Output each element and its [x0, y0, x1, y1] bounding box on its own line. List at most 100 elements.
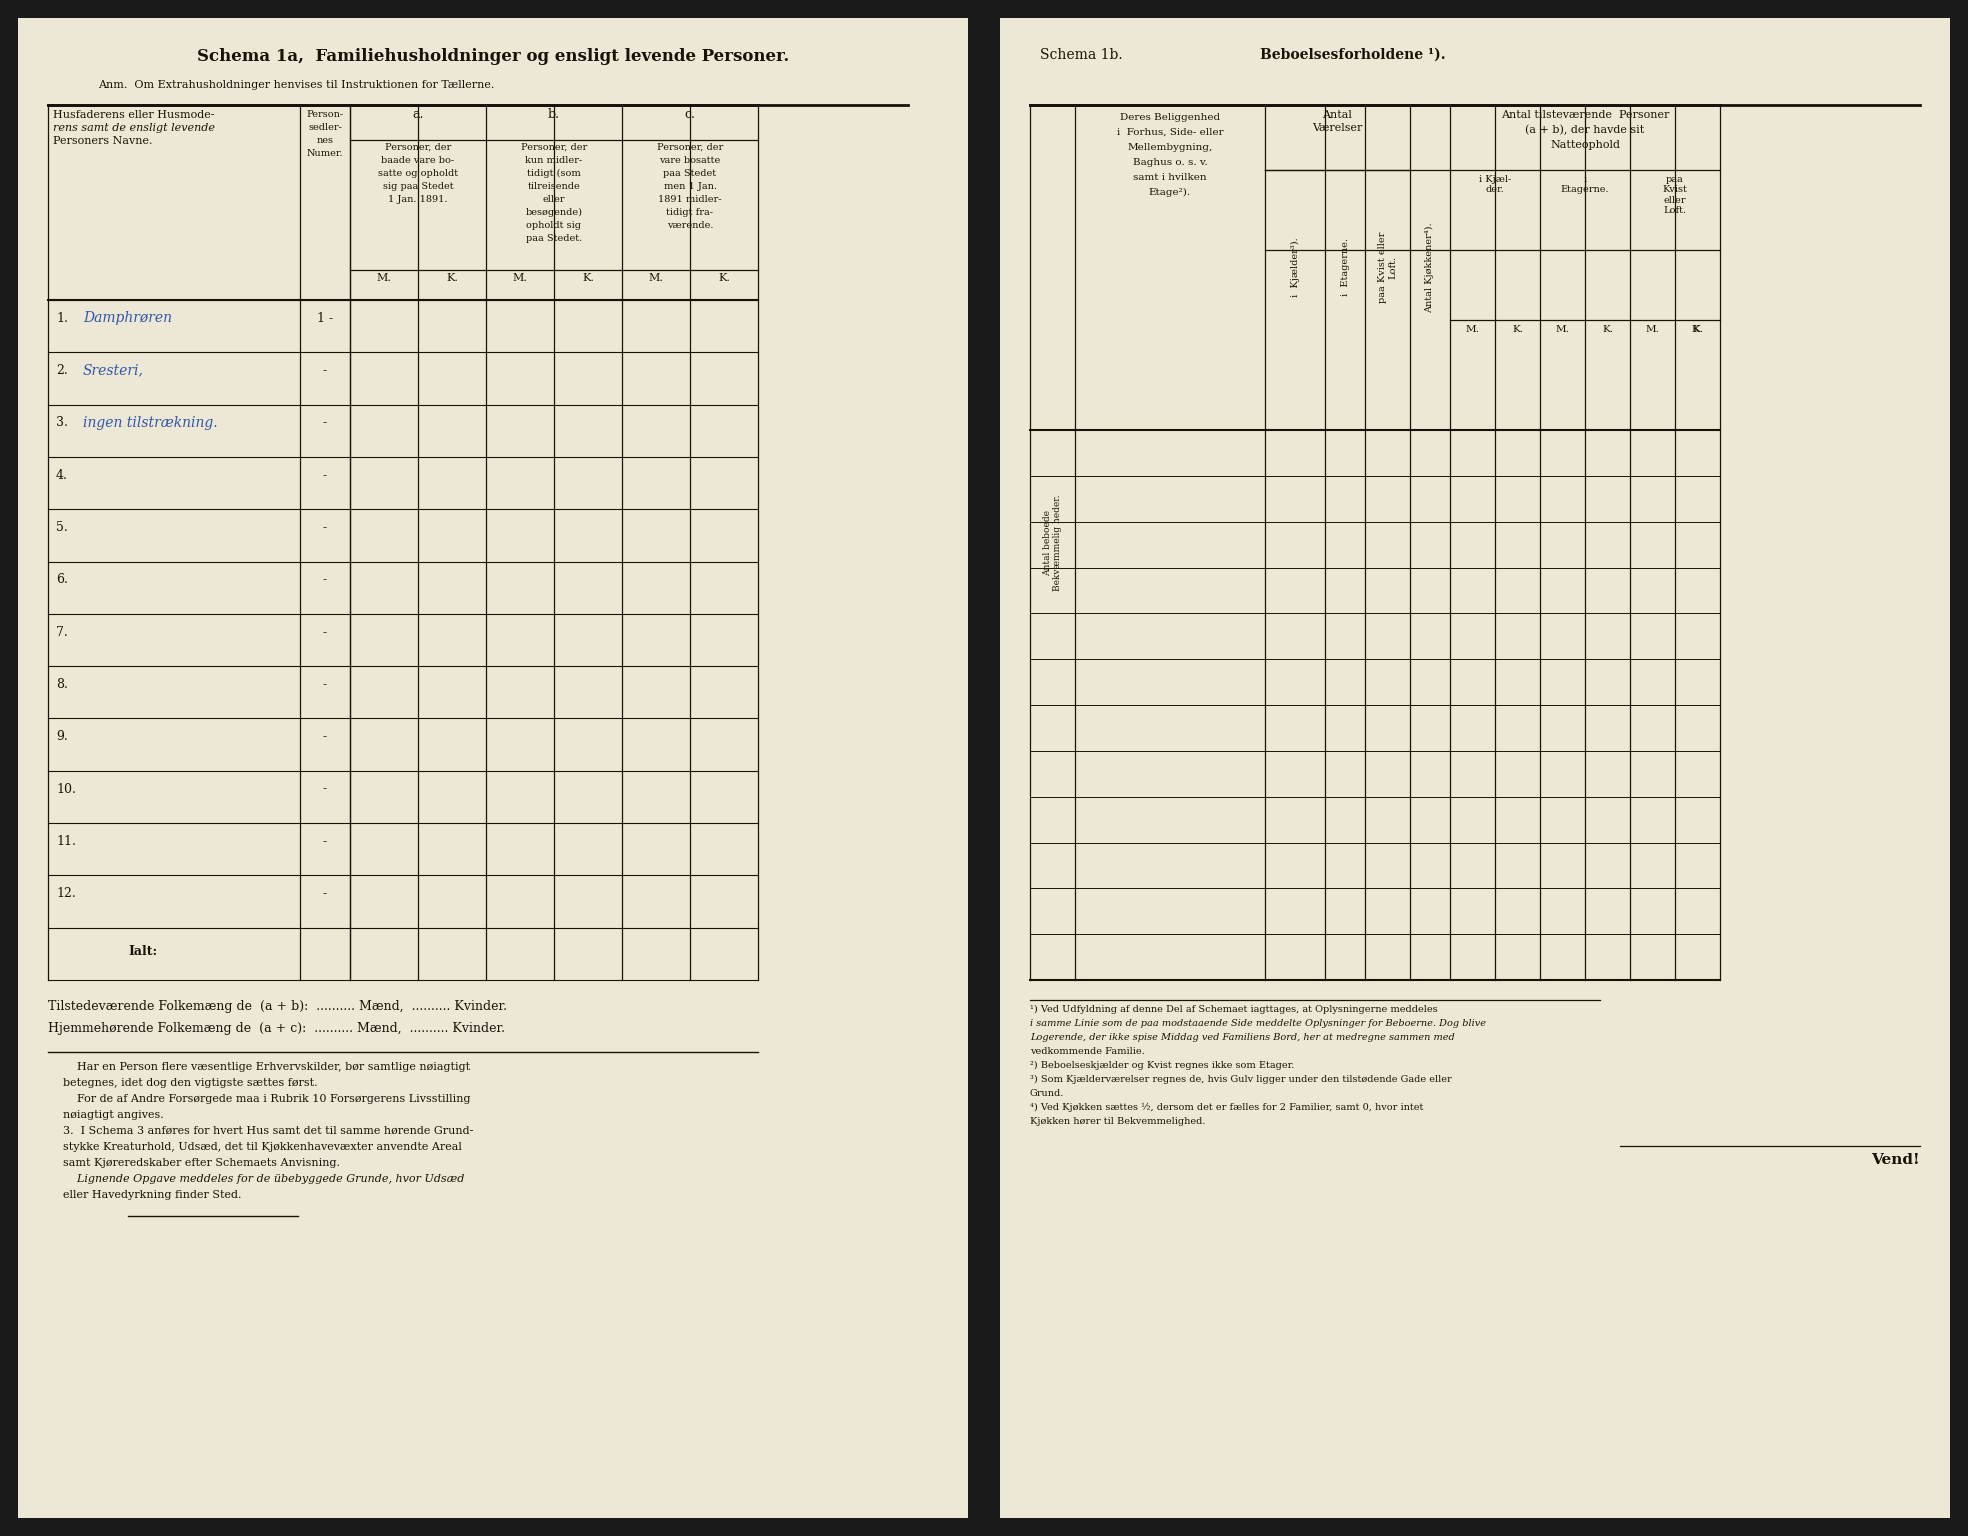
Text: Deres Beliggenhed: Deres Beliggenhed	[1120, 114, 1220, 121]
Text: 10.: 10.	[55, 782, 77, 796]
Text: 7.: 7.	[55, 625, 67, 639]
Text: satte og opholdt: satte og opholdt	[378, 169, 459, 178]
Text: Damphrøren: Damphrøren	[83, 312, 171, 326]
Text: 3.  I Schema 3 anføres for hvert Hus samt det til samme hørende Grund-: 3. I Schema 3 anføres for hvert Hus samt…	[63, 1126, 474, 1137]
Text: nøiagtigt angives.: nøiagtigt angives.	[63, 1111, 163, 1120]
Text: c.: c.	[685, 108, 695, 121]
Text: ⁴) Ved Kjøkken sættes ½, dersom det er fælles for 2 Familier, samt 0, hvor intet: ⁴) Ved Kjøkken sættes ½, dersom det er f…	[1029, 1103, 1423, 1112]
Text: -: -	[323, 521, 327, 535]
Text: i  Forhus, Side- eller: i Forhus, Side- eller	[1116, 127, 1224, 137]
Text: K: K	[1692, 326, 1700, 333]
Text: paa
Kvist
eller
Loft.: paa Kvist eller Loft.	[1663, 175, 1687, 215]
Text: Værelser: Værelser	[1313, 123, 1362, 134]
Text: Personer, der: Personer, der	[657, 143, 722, 152]
Text: Vend!: Vend!	[1872, 1154, 1921, 1167]
Text: i
Etagerne.: i Etagerne.	[1561, 175, 1610, 195]
Text: Husfaderens eller Husmode-: Husfaderens eller Husmode-	[53, 111, 215, 120]
Bar	[1000, 18, 1950, 1518]
Text: betegnes, idet dog den vigtigste sættes først.: betegnes, idet dog den vigtigste sættes …	[63, 1078, 317, 1087]
Text: eller Havedyrkning finder Sted.: eller Havedyrkning finder Sted.	[63, 1190, 242, 1200]
Text: samt i hvilken: samt i hvilken	[1134, 174, 1206, 181]
Text: kun midler-: kun midler-	[525, 157, 583, 164]
Text: K.: K.	[718, 273, 730, 283]
Text: Personer, der: Personer, der	[522, 143, 586, 152]
Text: rens samt de ensligt levende: rens samt de ensligt levende	[53, 123, 215, 134]
Text: 6.: 6.	[55, 573, 67, 587]
Text: 1.: 1.	[55, 312, 67, 324]
Text: i Kjæl-
der.: i Kjæl- der.	[1478, 175, 1511, 195]
Text: 11.: 11.	[55, 836, 77, 848]
Text: K.: K.	[447, 273, 459, 283]
Text: Grund.: Grund.	[1029, 1089, 1065, 1098]
Text: eller: eller	[543, 195, 565, 204]
Text: 9.: 9.	[55, 730, 67, 743]
Text: For de af Andre Forsørgede maa i Rubrik 10 Forsørgerens Livsstilling: For de af Andre Forsørgede maa i Rubrik …	[63, 1094, 470, 1104]
Text: K.: K.	[1602, 326, 1614, 333]
Text: sig paa Stedet: sig paa Stedet	[382, 181, 453, 190]
Text: Schema 1a,  Familiehusholdninger og ensligt levende Personer.: Schema 1a, Familiehusholdninger og ensli…	[197, 48, 789, 65]
Text: 4.: 4.	[55, 468, 67, 482]
Text: -: -	[323, 364, 327, 378]
Bar	[18, 18, 968, 1518]
Text: Tilstedeværende Folkemæng de  (a + b):  .......... Mænd,  .......... Kvinder.: Tilstedeværende Folkemæng de (a + b): ..…	[47, 1000, 508, 1014]
Text: men 1 Jan.: men 1 Jan.	[663, 181, 716, 190]
Text: Logerende, der ikke spise Middag ved Familiens Bord, her at medregne sammen med: Logerende, der ikke spise Middag ved Fam…	[1029, 1034, 1454, 1041]
Text: Har en Person flere væsentlige Erhvervskilder, bør samtlige nøiagtigt: Har en Person flere væsentlige Erhvervsk…	[63, 1061, 470, 1072]
Text: Etage²).: Etage²).	[1149, 187, 1191, 197]
Text: tidigt fra-: tidigt fra-	[667, 207, 714, 217]
Text: i  Etagerne.: i Etagerne.	[1340, 238, 1350, 296]
Text: -: -	[323, 573, 327, 587]
Text: Personer, der: Personer, der	[386, 143, 451, 152]
Text: -: -	[323, 730, 327, 743]
Text: Mellembygning,: Mellembygning,	[1128, 143, 1212, 152]
Text: 12.: 12.	[55, 888, 75, 900]
Text: Person-: Person-	[307, 111, 344, 118]
Text: 1 -: 1 -	[317, 312, 333, 324]
Text: -: -	[323, 468, 327, 482]
Text: Ialt:: Ialt:	[128, 945, 157, 958]
Text: 3.: 3.	[55, 416, 67, 430]
Text: Numer.: Numer.	[307, 149, 342, 158]
Text: a.: a.	[413, 108, 423, 121]
Text: K.: K.	[1692, 326, 1702, 333]
Text: værende.: værende.	[667, 221, 712, 230]
Text: -: -	[323, 888, 327, 900]
Text: -: -	[323, 625, 327, 639]
Text: sedler-: sedler-	[309, 123, 342, 132]
Text: b.: b.	[547, 108, 561, 121]
Text: Sresteri,: Sresteri,	[83, 364, 144, 378]
Text: i samme Linie som de paa modstaaende Side meddelte Oplysninger for Beboerne. Dog: i samme Linie som de paa modstaaende Sid…	[1029, 1018, 1486, 1028]
Text: samt Kjøreredskaber efter Schemaets Anvisning.: samt Kjøreredskaber efter Schemaets Anvi…	[63, 1158, 340, 1167]
Text: Natteophold: Natteophold	[1551, 140, 1620, 151]
Text: -: -	[323, 782, 327, 796]
Text: Antal: Antal	[1322, 111, 1352, 120]
Text: Lignende Opgave meddeles for de übebyggede Grunde, hvor Udsæd: Lignende Opgave meddeles for de übebygge…	[63, 1174, 464, 1184]
Text: M.: M.	[1645, 326, 1659, 333]
Text: M.: M.	[512, 273, 527, 283]
Text: K.: K.	[583, 273, 594, 283]
Text: paa Stedet: paa Stedet	[663, 169, 716, 178]
Text: vedkommende Familie.: vedkommende Familie.	[1029, 1048, 1145, 1057]
Text: baade vare bo-: baade vare bo-	[382, 157, 455, 164]
Text: nes: nes	[317, 137, 333, 144]
Text: 1 Jan. 1891.: 1 Jan. 1891.	[388, 195, 449, 204]
Text: Beboelsesforholdene ¹).: Beboelsesforholdene ¹).	[1260, 48, 1446, 61]
Text: (a + b), der havde sit: (a + b), der havde sit	[1525, 124, 1645, 135]
Text: besøgende): besøgende)	[525, 207, 583, 217]
Text: Kjøkken hører til Bekvemmelighed.: Kjøkken hører til Bekvemmelighed.	[1029, 1117, 1206, 1126]
Text: Antal beboede
Bekvæmmelig heder.: Antal beboede Bekvæmmelig heder.	[1043, 495, 1063, 591]
Text: Hjemmehørende Folkemæng de  (a + c):  .......... Mænd,  .......... Kvinder.: Hjemmehørende Folkemæng de (a + c): ....…	[47, 1021, 506, 1035]
Text: tilreisende: tilreisende	[527, 181, 581, 190]
Text: i  Kjælder³).: i Kjælder³).	[1291, 238, 1299, 298]
Text: Antal tilsteværende  Personer: Antal tilsteværende Personer	[1502, 111, 1669, 120]
Text: ³) Som Kjælderværelser regnes de, hvis Gulv ligger under den tilstødende Gade el: ³) Som Kjælderværelser regnes de, hvis G…	[1029, 1075, 1452, 1084]
Text: Schema 1b.: Schema 1b.	[1039, 48, 1122, 61]
Text: Baghus o. s. v.: Baghus o. s. v.	[1134, 158, 1208, 167]
Text: ¹) Ved Udfyldning af denne Del af Schemaet iagttages, at Oplysningerne meddeles: ¹) Ved Udfyldning af denne Del af Schema…	[1029, 1005, 1439, 1014]
Text: -: -	[323, 836, 327, 848]
Text: ²) Beboelseskjælder og Kvist regnes ikke som Etager.: ²) Beboelseskjælder og Kvist regnes ikke…	[1029, 1061, 1295, 1071]
Text: 8.: 8.	[55, 677, 67, 691]
Text: Anm.  Om Extrahusholdninger henvises til Instruktionen for Tællerne.: Anm. Om Extrahusholdninger henvises til …	[98, 80, 494, 91]
Text: ingen tilstrækning.: ingen tilstrækning.	[83, 416, 218, 430]
Text: Antal Kjøkkener⁴).: Antal Kjøkkener⁴).	[1425, 223, 1435, 313]
